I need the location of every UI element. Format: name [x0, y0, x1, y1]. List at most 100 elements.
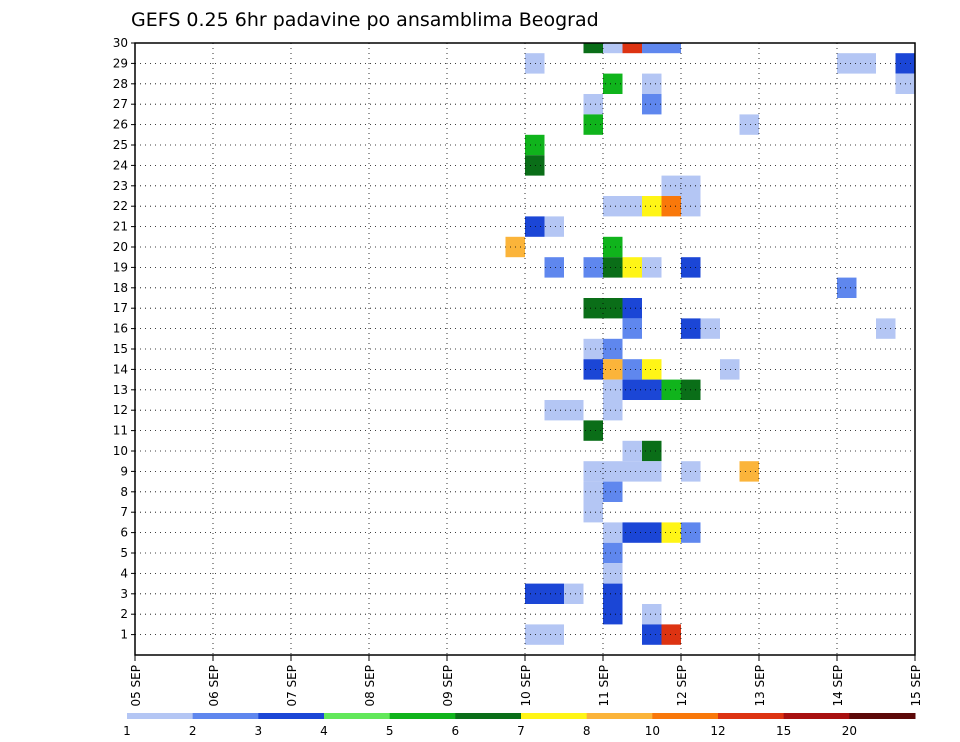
heat-cell — [544, 400, 564, 421]
legend-swatch — [849, 713, 916, 719]
legend-swatch — [389, 713, 456, 719]
x-tick-label: 12 SEP — [675, 665, 689, 707]
heat-cell — [739, 114, 759, 135]
heat-cell — [583, 114, 603, 135]
heat-cell — [583, 420, 603, 441]
legend-label: 3 — [255, 724, 263, 738]
legend-label: 12 — [710, 724, 725, 738]
heat-cell — [603, 604, 623, 625]
heat-cell — [642, 257, 662, 278]
heat-cell — [544, 624, 564, 645]
heat-cell — [642, 522, 662, 543]
heat-cell — [583, 359, 603, 380]
heat-cell — [583, 298, 603, 319]
heat-cell — [642, 461, 662, 482]
heat-cell — [642, 624, 662, 645]
heat-cell — [583, 43, 603, 54]
heat-cell — [603, 257, 623, 278]
heat-cell — [642, 43, 662, 54]
x-tick-label: 11 SEP — [597, 665, 611, 707]
heat-cell — [661, 196, 681, 217]
heat-cell — [622, 196, 642, 217]
chart-title: GEFS 0.25 6hr padavine po ansamblima Beo… — [131, 9, 599, 31]
y-tick-label: 20 — [113, 240, 128, 254]
y-tick-label: 4 — [120, 566, 128, 580]
y-tick-label: 17 — [113, 301, 128, 315]
y-tick-label: 5 — [120, 546, 128, 560]
y-tick-label: 30 — [113, 36, 128, 50]
heat-cell — [564, 400, 584, 421]
heat-cell — [661, 175, 681, 196]
y-tick-label: 22 — [113, 199, 128, 213]
y-tick-label: 26 — [113, 118, 128, 132]
y-tick-label: 28 — [113, 77, 128, 91]
legend-label: 15 — [776, 724, 791, 738]
legend-label: 10 — [645, 724, 660, 738]
legend-swatch — [192, 713, 259, 719]
legend-label: 6 — [452, 724, 460, 738]
heat-cell — [603, 359, 623, 380]
legend-label: 8 — [583, 724, 591, 738]
heat-cell — [622, 318, 642, 339]
heat-cell — [603, 43, 623, 54]
heat-cell — [642, 359, 662, 380]
heat-cell — [525, 53, 545, 74]
y-tick-label: 8 — [120, 485, 128, 499]
legend-swatch — [127, 713, 194, 719]
x-tick-label: 13 SEP — [753, 665, 767, 707]
heat-cell — [603, 481, 623, 502]
heat-cell — [564, 583, 584, 604]
heat-cell — [525, 155, 545, 176]
y-tick-label: 9 — [120, 464, 128, 478]
heat-cell — [544, 257, 564, 278]
y-tick-label: 3 — [120, 587, 128, 601]
heat-cell — [661, 43, 681, 54]
y-tick-label: 21 — [113, 220, 128, 234]
legend-label: 1 — [123, 724, 131, 738]
heat-cell — [622, 298, 642, 319]
y-tick-label: 1 — [120, 628, 128, 642]
heat-cell — [603, 196, 623, 217]
heat-cell — [642, 379, 662, 400]
heat-cell — [583, 461, 603, 482]
heat-cell — [603, 461, 623, 482]
x-tick-label: 05 SEP — [129, 665, 143, 707]
heat-cell — [642, 604, 662, 625]
heat-cell — [583, 481, 603, 502]
heat-cell — [603, 563, 623, 584]
y-tick-label: 18 — [113, 281, 128, 295]
heatmap-cells — [505, 43, 915, 645]
y-tick-label: 10 — [113, 444, 128, 458]
y-tick-label: 11 — [113, 424, 128, 438]
heat-cell — [739, 461, 759, 482]
color-legend: 1 2 3 4 5 6 7 8 10 12 15 20 — [123, 713, 916, 738]
y-tick-label: 13 — [113, 383, 128, 397]
legend-swatch — [455, 713, 522, 719]
heat-cell — [583, 338, 603, 360]
heat-cell — [642, 440, 662, 462]
heat-cell — [525, 583, 545, 604]
heat-cell — [622, 43, 642, 54]
heat-cell — [603, 73, 623, 94]
y-tick-label: 7 — [120, 505, 128, 519]
legend-swatch — [258, 713, 325, 719]
heat-cell — [603, 542, 623, 564]
heat-cell — [583, 502, 603, 523]
heat-cell — [622, 379, 642, 400]
x-tick-label: 08 SEP — [363, 665, 377, 707]
y-tick-label: 24 — [113, 158, 128, 172]
heat-cell — [622, 461, 642, 482]
heat-cell — [642, 73, 662, 94]
legend-swatch — [324, 713, 391, 719]
heat-cell — [837, 53, 857, 74]
heat-cell — [583, 257, 603, 278]
heat-cell — [837, 277, 857, 298]
legend-label: 20 — [842, 724, 857, 738]
legend-swatch — [586, 713, 653, 719]
heat-cell — [622, 359, 642, 380]
heat-cell — [603, 400, 623, 421]
y-tick-label: 2 — [120, 607, 128, 621]
x-tick-label: 14 SEP — [831, 665, 845, 707]
x-axis-ticks: 05 SEP 06 SEP 07 SEP 08 SEP 09 SEP 10 SEP 11 S… — [129, 655, 923, 707]
